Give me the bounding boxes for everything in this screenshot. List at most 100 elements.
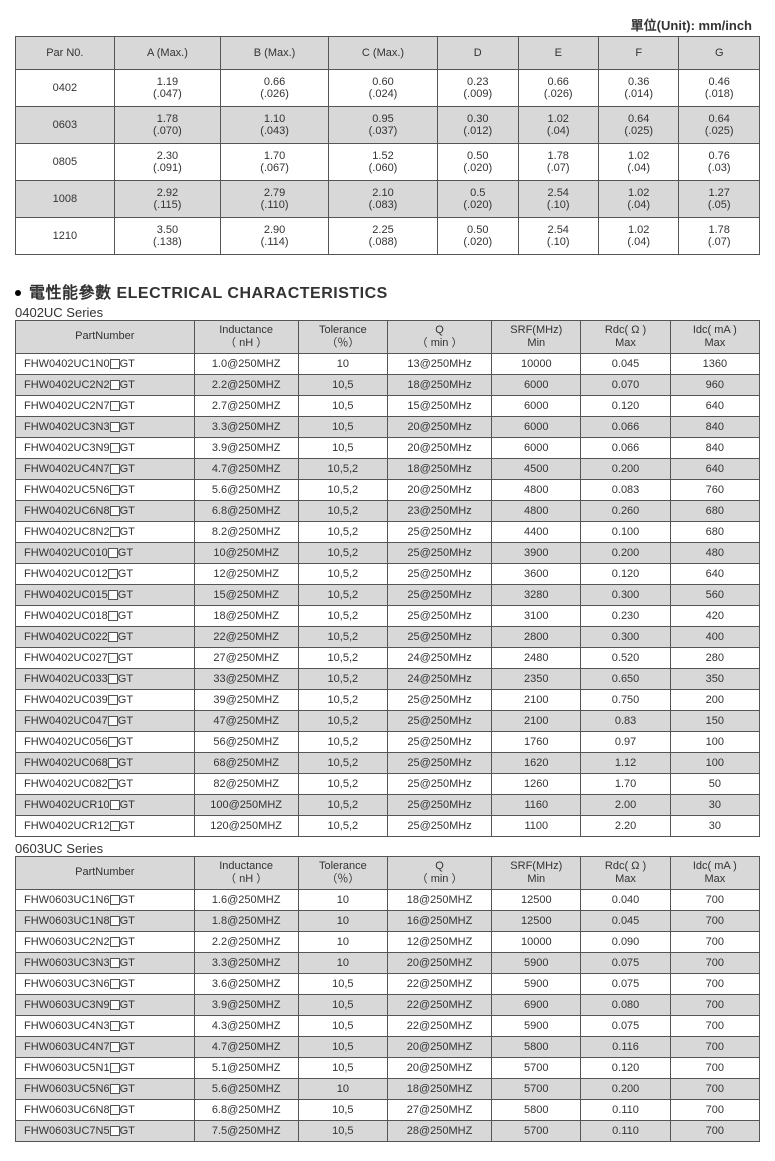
elec-row: FHW0402UC010GT10@250MHZ10,5,225@250MHz39… [16, 543, 760, 564]
elec-row: FHW0402UC033GT33@250MHZ10,5,224@250MHz23… [16, 669, 760, 690]
elec-partnumber: FHW0402UCR12GT [16, 816, 195, 837]
elec-tol: 10,5 [298, 1058, 387, 1079]
dim-cell: 0.5(.020) [438, 181, 518, 218]
elec-partnumber: FHW0603UC4N7GT [16, 1037, 195, 1058]
elec-partnumber: FHW0402UC015GT [16, 585, 195, 606]
elec-ind: 3.3@250MHZ [194, 417, 298, 438]
dim-cell: 2.90(.114) [221, 218, 329, 255]
dim-cell: 1.78(.070) [114, 107, 220, 144]
placeholder-box-icon [110, 821, 120, 831]
elec-partnumber: FHW0603UC1N8GT [16, 911, 195, 932]
elec-rdc: 1.70 [581, 774, 670, 795]
elec-row: FHW0402UC2N7GT2.7@250MHZ10,515@250MHz600… [16, 396, 760, 417]
elec-row: FHW0603UC3N9GT3.9@250MHZ10,522@250MHZ690… [16, 995, 760, 1016]
elec-q: 20@250MHZ [387, 953, 491, 974]
elec-tol: 10,5,2 [298, 690, 387, 711]
elec-srf: 6000 [492, 438, 581, 459]
elec-q: 20@250MHz [387, 438, 491, 459]
dim-cell: 3.50(.138) [114, 218, 220, 255]
elec-q: 18@250MHz [387, 375, 491, 396]
elec-tol: 10,5 [298, 1037, 387, 1058]
elec-srf: 12500 [492, 890, 581, 911]
elec-q: 27@250MHZ [387, 1100, 491, 1121]
elec-idc: 700 [670, 911, 759, 932]
elec-rdc: 0.650 [581, 669, 670, 690]
dim-cell: 0.64(.025) [679, 107, 760, 144]
dim-partno: 1210 [16, 218, 115, 255]
elec-idc: 680 [670, 501, 759, 522]
elec-partnumber: FHW0603UC7N5GT [16, 1121, 195, 1142]
dim-header: D [438, 37, 518, 70]
elec-row: FHW0402UCR12GT120@250MHZ10,5,225@250MHz1… [16, 816, 760, 837]
elec-header: Idc( mA )Max [670, 321, 759, 354]
elec-row: FHW0402UC4N7GT4.7@250MHZ10,5,218@250MHz4… [16, 459, 760, 480]
elec-rdc: 0.045 [581, 354, 670, 375]
dim-cell: 2.10(.083) [328, 181, 437, 218]
placeholder-box-icon [108, 611, 118, 621]
elec-ind: 6.8@250MHZ [194, 1100, 298, 1121]
placeholder-box-icon [108, 737, 118, 747]
elec-tol: 10,5 [298, 417, 387, 438]
elec-ind: 2.7@250MHZ [194, 396, 298, 417]
elec-tol: 10,5,2 [298, 648, 387, 669]
elec-q: 25@250MHz [387, 795, 491, 816]
dim-header: B (Max.) [221, 37, 329, 70]
elec-header: Tolerance（％） [298, 321, 387, 354]
dim-cell: 1.27(.05) [679, 181, 760, 218]
elec-row: FHW0402UC012GT12@250MHZ10,5,225@250MHz36… [16, 564, 760, 585]
dim-cell: 0.50(.020) [438, 144, 518, 181]
placeholder-box-icon [110, 1105, 120, 1115]
elec-ind: 47@250MHZ [194, 711, 298, 732]
elec-q: 15@250MHz [387, 396, 491, 417]
elec-srf: 2480 [492, 648, 581, 669]
elec-idc: 1360 [670, 354, 759, 375]
elec-tol: 10,5 [298, 974, 387, 995]
elec-srf: 6900 [492, 995, 581, 1016]
elec-tol: 10,5,2 [298, 816, 387, 837]
elec-srf: 2100 [492, 690, 581, 711]
elec-ind: 68@250MHZ [194, 753, 298, 774]
elec-q: 25@250MHz [387, 543, 491, 564]
elec-srf: 1260 [492, 774, 581, 795]
dim-cell: 0.36(.014) [598, 70, 678, 107]
elec-tol: 10 [298, 890, 387, 911]
elec-ind: 4.7@250MHZ [194, 459, 298, 480]
elec-partnumber: FHW0603UC3N3GT [16, 953, 195, 974]
elec-rdc: 0.070 [581, 375, 670, 396]
elec-q: 22@250MHZ [387, 974, 491, 995]
elec-srf: 10000 [492, 354, 581, 375]
elec-ind: 22@250MHZ [194, 627, 298, 648]
elec-q: 25@250MHz [387, 711, 491, 732]
elec-rdc: 0.260 [581, 501, 670, 522]
elec-srf: 4500 [492, 459, 581, 480]
elec-row: FHW0603UC3N3GT3.3@250MHZ1020@250MHZ59000… [16, 953, 760, 974]
dim-cell: 0.46(.018) [679, 70, 760, 107]
elec-rdc: 0.080 [581, 995, 670, 1016]
dim-header: C (Max.) [328, 37, 437, 70]
dim-row: 06031.78(.070)1.10(.043)0.95(.037)0.30(.… [16, 107, 760, 144]
elec-rdc: 0.116 [581, 1037, 670, 1058]
elec-partnumber: FHW0402UC033GT [16, 669, 195, 690]
series-label: 0402UC Series [15, 305, 760, 320]
elec-ind: 6.8@250MHZ [194, 501, 298, 522]
elec-idc: 400 [670, 627, 759, 648]
elec-srf: 6000 [492, 396, 581, 417]
elec-partnumber: FHW0402UC8N2GT [16, 522, 195, 543]
elec-partnumber: FHW0402UC2N2GT [16, 375, 195, 396]
elec-partnumber: FHW0402UCR10GT [16, 795, 195, 816]
elec-ind: 2.2@250MHZ [194, 932, 298, 953]
elec-q: 25@250MHz [387, 774, 491, 795]
elec-tol: 10,5,2 [298, 585, 387, 606]
elec-tol: 10,5,2 [298, 564, 387, 585]
dim-cell: 1.02(.04) [598, 181, 678, 218]
elec-partnumber: FHW0402UC3N3GT [16, 417, 195, 438]
elec-rdc: 0.083 [581, 480, 670, 501]
elec-row: FHW0402UC5N6GT5.6@250MHZ10,5,220@250MHz4… [16, 480, 760, 501]
elec-header: PartNumber [16, 857, 195, 890]
elec-ind: 5.6@250MHZ [194, 1079, 298, 1100]
dim-partno: 0402 [16, 70, 115, 107]
placeholder-box-icon [108, 569, 118, 579]
placeholder-box-icon [110, 895, 120, 905]
placeholder-box-icon [110, 527, 120, 537]
elec-row: FHW0402UC039GT39@250MHZ10,5,225@250MHz21… [16, 690, 760, 711]
